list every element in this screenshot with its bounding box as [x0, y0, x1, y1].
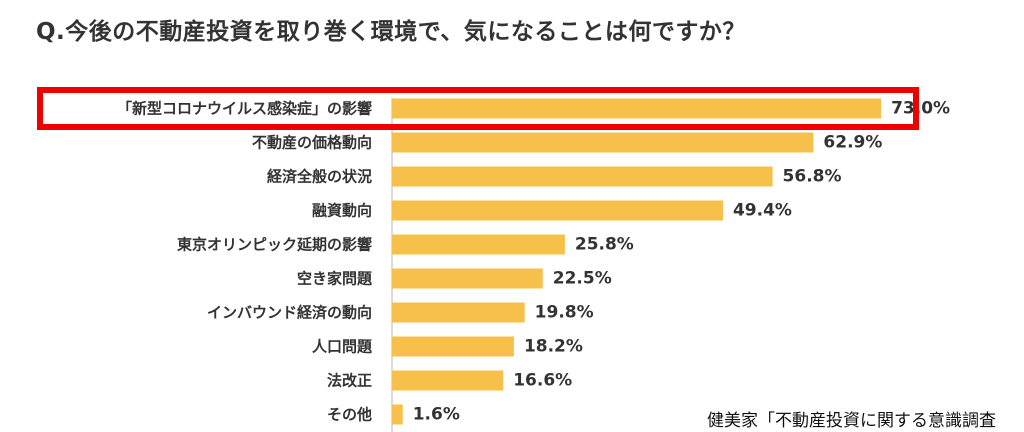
value-label: 19.8%: [535, 303, 594, 323]
bar: [392, 370, 504, 391]
value-label: 49.4%: [733, 201, 792, 221]
value-label: 73.0%: [891, 99, 950, 119]
value-label: 16.6%: [513, 371, 572, 391]
category-label: 東京オリンピック延期の影響: [177, 236, 372, 254]
category-label: その他: [327, 406, 372, 424]
category-label: 人口問題: [312, 338, 373, 356]
value-label: 22.5%: [553, 269, 612, 289]
value-label: 1.6%: [413, 405, 460, 425]
bar: [392, 132, 814, 153]
category-label: 「新型コロナウイルス感染症」の影響: [117, 100, 372, 118]
highlight-box: [37, 87, 919, 130]
category-label: 融資動向: [312, 202, 372, 220]
bar: [392, 98, 882, 119]
question-title: Q.今後の不動産投資を取り巻く環境で、気になることは何ですか？: [36, 19, 746, 45]
bar: [392, 234, 565, 255]
category-label: 不動産の価格動向: [252, 134, 372, 152]
value-label: 62.9%: [823, 133, 882, 153]
bar: [392, 404, 403, 425]
value-label: 56.8%: [783, 167, 842, 187]
bar: [392, 336, 514, 357]
value-label: 18.2%: [524, 337, 583, 357]
bar: [392, 302, 525, 323]
value-label: 25.8%: [575, 235, 634, 255]
bar: [392, 268, 543, 289]
category-label: 法改正: [327, 372, 372, 390]
bar: [392, 166, 773, 187]
category-label: インバウンド経済の動向: [207, 304, 372, 322]
bar: [392, 200, 723, 221]
category-label: 空き家問題: [297, 270, 373, 288]
category-label: 経済全般の状況: [267, 168, 372, 186]
source-credit: 健美家「不動産投資に関する意識調査: [707, 411, 996, 431]
